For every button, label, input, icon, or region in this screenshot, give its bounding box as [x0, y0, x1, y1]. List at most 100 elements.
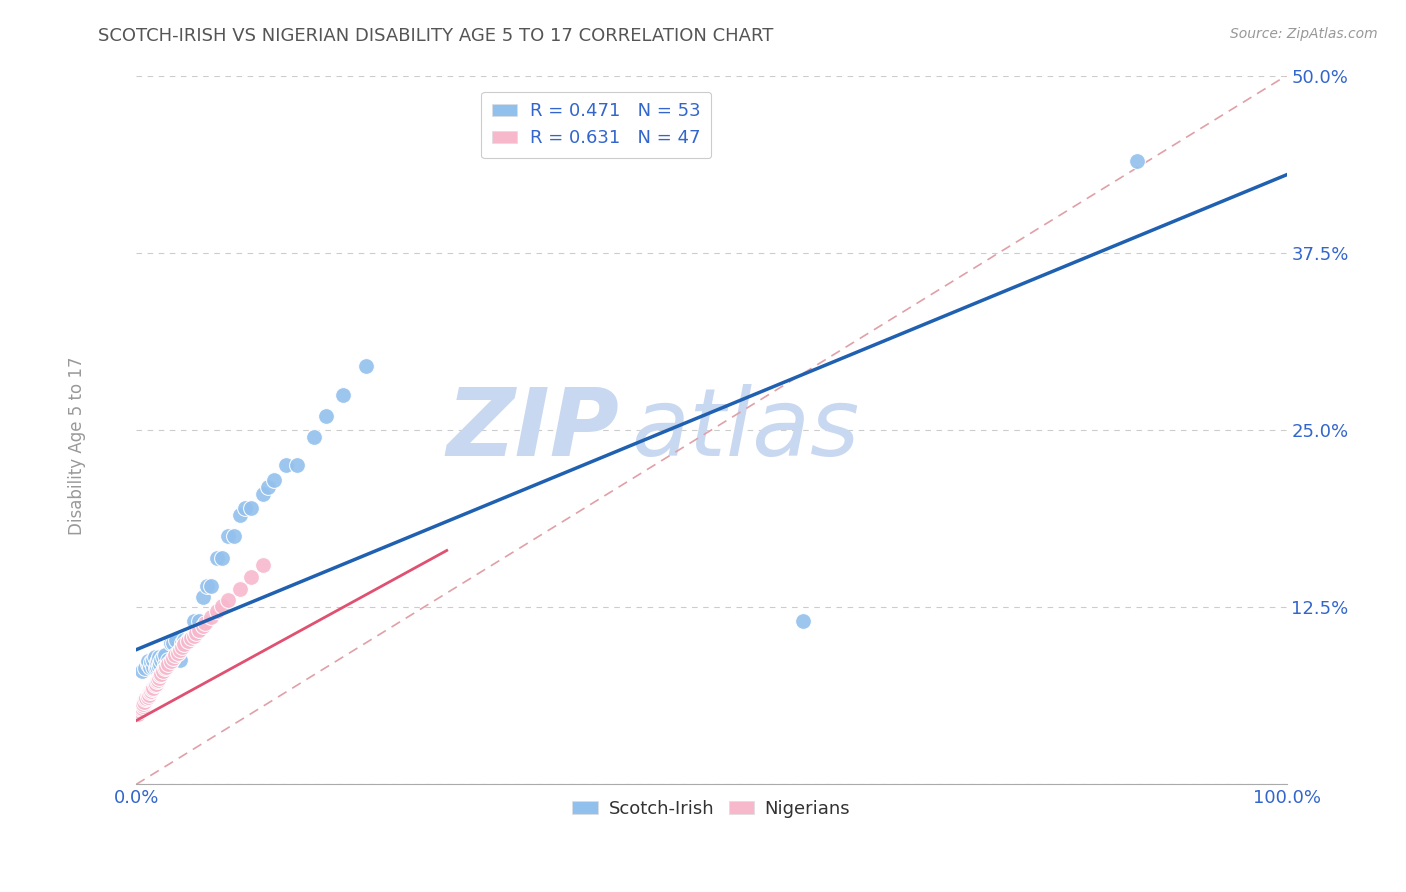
- Text: atlas: atlas: [631, 384, 859, 475]
- Point: [150, 666, 173, 681]
- Point: [129, 702, 152, 716]
- Point: [136, 654, 159, 668]
- Point: [188, 615, 211, 629]
- Point: [173, 637, 195, 651]
- Point: [228, 508, 250, 522]
- Point: [191, 591, 214, 605]
- Point: [172, 640, 194, 654]
- Point: [252, 487, 274, 501]
- Point: [153, 648, 176, 663]
- Point: [188, 623, 211, 637]
- Point: [131, 701, 153, 715]
- Point: [194, 615, 217, 630]
- Point: [145, 661, 167, 675]
- Point: [150, 653, 173, 667]
- Point: [217, 593, 239, 607]
- Point: [165, 648, 187, 663]
- Point: [173, 637, 195, 651]
- Point: [240, 570, 263, 584]
- Point: [304, 430, 326, 444]
- Point: [145, 677, 167, 691]
- Point: [180, 632, 202, 646]
- Point: [146, 659, 169, 673]
- Point: [1126, 153, 1149, 168]
- Point: [274, 458, 297, 473]
- Point: [146, 673, 169, 687]
- Point: [152, 664, 174, 678]
- Point: [148, 671, 170, 685]
- Point: [149, 668, 172, 682]
- Point: [165, 632, 187, 647]
- Point: [134, 661, 156, 675]
- Point: [315, 409, 337, 423]
- Point: [228, 582, 250, 596]
- Point: [166, 646, 188, 660]
- Point: [139, 656, 162, 670]
- Point: [191, 618, 214, 632]
- Point: [169, 653, 191, 667]
- Point: [146, 673, 169, 688]
- Point: [173, 632, 195, 647]
- Point: [153, 657, 176, 671]
- Point: [131, 664, 153, 678]
- Point: [222, 529, 245, 543]
- Point: [169, 642, 191, 657]
- Point: [138, 688, 160, 702]
- Point: [148, 649, 170, 664]
- Point: [235, 500, 257, 515]
- Point: [211, 599, 233, 613]
- Point: [146, 653, 169, 667]
- Point: [183, 629, 205, 643]
- Point: [217, 529, 239, 543]
- Point: [143, 649, 166, 664]
- Point: [257, 480, 280, 494]
- Point: [143, 678, 166, 692]
- Point: [155, 659, 177, 673]
- Point: [139, 685, 162, 699]
- Point: [142, 653, 165, 667]
- Point: [159, 654, 181, 668]
- Point: [180, 632, 202, 646]
- Point: [134, 692, 156, 706]
- Point: [792, 615, 814, 629]
- Point: [162, 635, 184, 649]
- Point: [263, 473, 285, 487]
- Point: [157, 653, 180, 667]
- Legend: Scotch-Irish, Nigerians: Scotch-Irish, Nigerians: [565, 793, 858, 825]
- Point: [141, 682, 163, 697]
- Point: [132, 699, 155, 714]
- Point: [177, 632, 200, 647]
- Point: [332, 387, 354, 401]
- Text: Disability Age 5 to 17: Disability Age 5 to 17: [69, 357, 86, 535]
- Text: ZIP: ZIP: [447, 384, 619, 476]
- Point: [177, 634, 200, 648]
- Point: [354, 359, 377, 374]
- Point: [205, 550, 228, 565]
- Point: [157, 657, 180, 671]
- Point: [136, 690, 159, 704]
- Point: [162, 651, 184, 665]
- Point: [172, 635, 194, 649]
- Point: [146, 656, 169, 670]
- Point: [211, 550, 233, 565]
- Point: [142, 659, 165, 673]
- Point: [240, 500, 263, 515]
- Point: [197, 579, 219, 593]
- Point: [139, 659, 162, 673]
- Point: [200, 579, 222, 593]
- Text: SCOTCH-IRISH VS NIGERIAN DISABILITY AGE 5 TO 17 CORRELATION CHART: SCOTCH-IRISH VS NIGERIAN DISABILITY AGE …: [98, 27, 773, 45]
- Point: [148, 659, 170, 673]
- Point: [142, 681, 165, 695]
- Point: [285, 458, 308, 473]
- Point: [128, 704, 150, 718]
- Point: [200, 610, 222, 624]
- Point: [205, 604, 228, 618]
- Point: [139, 683, 162, 698]
- Point: [127, 706, 149, 721]
- Point: [159, 635, 181, 649]
- Point: [136, 657, 159, 671]
- Text: Source: ZipAtlas.com: Source: ZipAtlas.com: [1230, 27, 1378, 41]
- Point: [132, 697, 155, 711]
- Point: [134, 695, 156, 709]
- Point: [152, 649, 174, 664]
